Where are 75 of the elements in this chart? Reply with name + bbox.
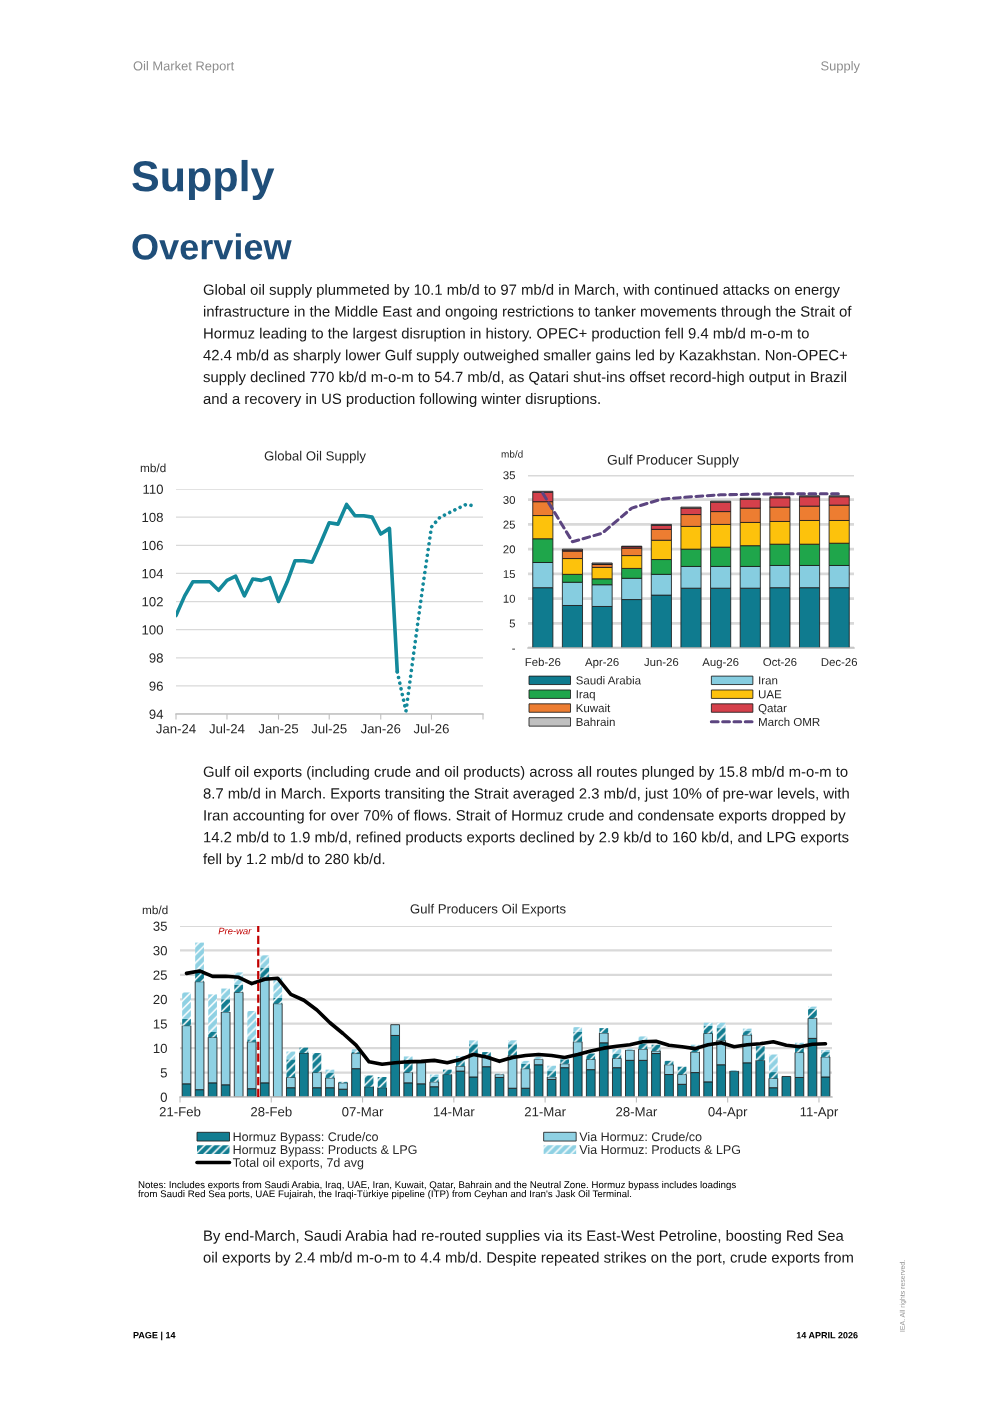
- y-tick-label: 25: [153, 970, 167, 980]
- chart-title: Global Oil Supply: [264, 450, 366, 464]
- y-tick-label: 98: [149, 653, 163, 663]
- y-tick-label: 15: [153, 1019, 167, 1029]
- x-tick-label: 04-Apr: [708, 1107, 748, 1120]
- y-axis-title: mb/d: [140, 463, 166, 473]
- text: PAGE | 14: [133, 1331, 176, 1341]
- text: Supply: [132, 159, 275, 201]
- legend-label: Hormuz Bypass: Crude/co: [233, 1132, 378, 1144]
- y-tick-label: -: [512, 648, 515, 650]
- y-tick-label: 20: [153, 994, 167, 1005]
- y-tick-label: 35: [153, 921, 167, 931]
- legend-label: March OMR: [759, 717, 820, 727]
- ref-line-label: Pre-war: [218, 927, 252, 935]
- legend-label: Saudi Arabia: [576, 676, 642, 685]
- x-tick-label: 21-Mar: [524, 1107, 566, 1117]
- y-tick-label: 108: [142, 512, 163, 523]
- text: 14 APRIL 2026: [796, 1332, 858, 1339]
- text: By end-March, Saudi Arabia had re-routed supplies via its East-West Petroline, boosting Red Sea oil exports by 2.4 mb/d m-o-m to 4.4 mb/d. Despite repeated strikes on the port, crude exports from: [203, 1230, 853, 1266]
- y-tick-label: 35: [503, 471, 516, 480]
- legend-label: Hormuz Bypass: Products & LPG: [233, 1144, 417, 1157]
- y-tick-label: 5: [509, 619, 516, 628]
- x-tick-label: Jul-25: [311, 723, 347, 734]
- x-tick-label: 11-Apr: [800, 1107, 839, 1120]
- y-tick-label: 20: [503, 545, 516, 554]
- y-tick-label: 100: [142, 625, 163, 635]
- x-tick-label: 28-Feb: [251, 1106, 292, 1117]
- y-tick-label: 94: [149, 709, 164, 719]
- x-tick-label: 21-Feb: [159, 1106, 201, 1117]
- y-tick-label: 30: [153, 946, 167, 956]
- x-tick-label: 14-Mar: [433, 1107, 475, 1117]
- legend-label: Total oil exports, 7d avg: [232, 1157, 364, 1170]
- chart-title: Gulf Producer Supply: [607, 454, 739, 468]
- x-tick-label: Oct-26: [763, 658, 797, 667]
- y-tick-label: 0: [160, 1092, 167, 1102]
- y-axis-title: mb/d: [501, 450, 523, 458]
- y-tick-label: 15: [503, 570, 516, 579]
- y-tick-label: 10: [153, 1043, 167, 1054]
- y-tick-label: 96: [149, 681, 163, 691]
- x-tick-label: Apr-26: [585, 658, 619, 669]
- x-tick-label: Feb-26: [525, 657, 561, 667]
- text: Oil Market Report: [133, 60, 235, 74]
- x-tick-label: Jan-24: [156, 724, 196, 734]
- y-axis-title: mb/d: [142, 905, 168, 915]
- y-tick-label: 106: [142, 540, 163, 551]
- chart-title: Gulf Producers Oil Exports: [410, 903, 566, 917]
- legend-label: Iraq: [576, 690, 595, 701]
- x-tick-label: 28-Mar: [616, 1107, 658, 1117]
- text: Notes: Includes exports from Saudi Arabia, Iraq, UAE, Iran, Kuwait, Qatar, Bahrain and the Neutral Zone. Hormuz bypass includes loadings from Saudi Red Sea ports, UAE Fujairah, the Iraqi-Türkiye pipeline (ITP) from Ceyhan and Iran's Jask Oil Terminal.: [138, 1181, 736, 1200]
- x-tick-label: Dec-26: [821, 658, 858, 667]
- y-tick-label: 25: [503, 520, 516, 529]
- x-tick-label: Jul-26: [413, 723, 449, 734]
- y-tick-label: 102: [142, 597, 163, 607]
- x-tick-label: Jan-25: [258, 724, 299, 734]
- text: Supply: [821, 60, 860, 74]
- x-tick-label: Jun-26: [644, 658, 679, 667]
- y-tick-label: 110: [143, 484, 163, 494]
- legend-label: Qatar: [758, 704, 787, 715]
- x-tick-label: Aug-26: [702, 658, 739, 669]
- y-tick-label: 30: [503, 495, 516, 504]
- text: Gulf oil exports (including crude and oil products) across all routes plunged by 15.8 mb/d m-o-m to 8.7 mb/d in March. Exports transiting the Strait averaged 2.3 mb/d, just 10% of pre-war levels, with Iran accounting for over 70% of flows. Strait of Hormuz crude and condensate exports dropped by 14.2 mb/d to 1.9 mb/d, refined products exports declined by 2.9 kb/d to 160 kb/d, and LPG exports fell by 1.2 mb/d to 280 kb/d.: [203, 766, 849, 868]
- legend-label: Via Hormuz: Products & LPG: [579, 1144, 740, 1155]
- y-tick-label: 10: [503, 594, 516, 603]
- text: Global oil supply plummeted by 10.1 mb/d to 97 mb/d in March, with continued attacks on energy infrastructure in the Middle East and ongoing restrictions to tanker movements through the Strait of Hormuz leading to the largest disruption in history. OPEC+ production fell 9.4 mb/d m-o-m to 42.4 mb/d as sharply lower Gulf supply outweighed smaller gains led by Kazakhstan. Non-OPEC+ supply declined 770 kb/d m-o-m to 54.7 mb/d, as Qatari shut-ins offset record-high output in Brazil and a recovery in US production following winter disruptions.: [203, 284, 852, 407]
- legend-label: UAE: [758, 690, 782, 699]
- x-tick-label: Jan-26: [360, 724, 401, 734]
- legend-label: Bahrain: [576, 717, 615, 727]
- legend-label: Kuwait: [576, 703, 611, 713]
- text: Overview: [132, 233, 292, 260]
- legend-label: Iran: [759, 676, 778, 685]
- legend-label: Via Hormuz: Crude/co: [579, 1132, 702, 1142]
- y-tick-label: 5: [160, 1068, 167, 1078]
- x-tick-label: 07-Mar: [342, 1107, 384, 1117]
- x-tick-label: Jul-24: [209, 723, 245, 734]
- y-tick-label: 104: [142, 568, 164, 579]
